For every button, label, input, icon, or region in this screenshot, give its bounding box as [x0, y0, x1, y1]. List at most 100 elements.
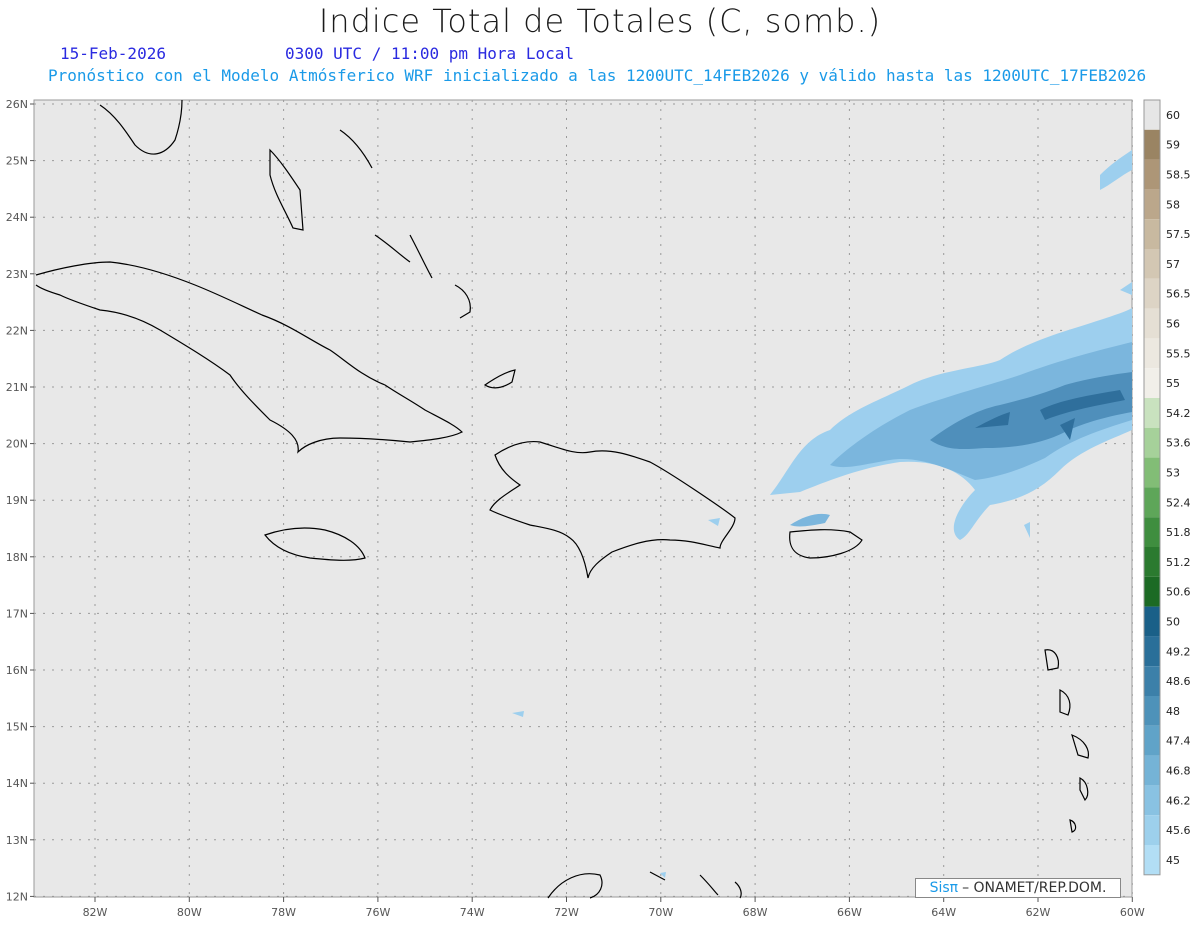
coast-antilles-2 [1059, 689, 1071, 716]
colorbar-label: 49.2 [1166, 645, 1191, 658]
lon-label: 64W [931, 906, 956, 919]
colorbar-swatch [1144, 159, 1160, 190]
index-shading [512, 150, 1132, 878]
lon-label: 72W [554, 906, 579, 919]
credit-text: – ONAMET/REP.DOM. [962, 880, 1107, 896]
colorbar-label: 56 [1166, 318, 1180, 331]
colorbar-frame [1143, 99, 1161, 876]
map-background [33, 99, 1133, 898]
coast-florida [99, 99, 183, 155]
colorbar-label: 50.6 [1166, 586, 1191, 599]
colorbar-label: 48.6 [1166, 675, 1191, 688]
colorbar-label: 45 [1166, 854, 1180, 867]
coast-bahamas-2 [339, 129, 373, 169]
lon-label: 74W [460, 906, 485, 919]
colorbar-label: 54.2 [1166, 407, 1191, 420]
coastlines [35, 99, 1090, 899]
colorbar-label: 59 [1166, 139, 1180, 152]
lat-label: 17N [6, 607, 28, 620]
lat-label: 26N [6, 98, 28, 111]
lon-label: 60W [1120, 906, 1145, 919]
colorbar-label: 58 [1166, 198, 1180, 211]
colorbar-swatch [1144, 487, 1160, 518]
colorbar-label: 51.2 [1166, 556, 1191, 569]
colorbar-swatch [1144, 427, 1160, 458]
lat-label: 25N [6, 155, 28, 168]
colorbar-swatch [1144, 755, 1160, 786]
colorbar-swatch [1144, 785, 1160, 816]
colorbar-swatch [1144, 129, 1160, 160]
colorbar: 60 59 58.5 58 57.5 57 56.5 56 55.5 55 54.2 53.6 53 52… [1143, 99, 1191, 876]
colorbar-label: 46.2 [1166, 794, 1191, 807]
colorbar-label: 53.6 [1166, 437, 1191, 450]
shade-right-edge [1120, 282, 1132, 295]
lon-label: 78W [271, 906, 296, 919]
lon-label: 66W [837, 906, 862, 919]
forecast-date: 15-Feb-2026 [60, 44, 166, 63]
lon-label: 62W [1026, 906, 1051, 919]
shade-small-1 [708, 518, 720, 526]
colorbar-swatch [1144, 696, 1160, 726]
lat-label: 20N [6, 438, 28, 451]
credit-brand: Sisπ [929, 880, 959, 896]
colorbar-swatch [1144, 517, 1160, 547]
coast-turks [483, 369, 516, 389]
lon-label: 76W [365, 906, 390, 919]
colorbar-label: 46.8 [1166, 765, 1191, 778]
coast-bahamas-1 [269, 148, 304, 231]
colorbar-label: 48 [1166, 705, 1180, 718]
lat-label: 16N [6, 664, 28, 677]
colorbar-label: 58.5 [1166, 169, 1191, 182]
colorbar-swatch [1144, 845, 1160, 875]
coast-bahamas-3 [374, 234, 411, 263]
coast-antilles-1 [1044, 649, 1060, 671]
shade-small-4 [660, 872, 666, 878]
colorbar-label: 57.5 [1166, 228, 1191, 241]
colorbar-label: 52.4 [1166, 496, 1191, 509]
lon-label: 68W [743, 906, 768, 919]
colorbar-swatch [1144, 100, 1160, 130]
colorbar-label: 56.5 [1166, 288, 1191, 301]
shade-core-2 [975, 390, 1125, 440]
forecast-time: 0300 UTC / 11:00 pm Hora Local [285, 44, 574, 63]
lat-label: 24N [6, 211, 28, 224]
colorbar-swatch [1144, 249, 1160, 279]
colorbar-swatch [1144, 666, 1160, 696]
colorbar-swatch [1144, 576, 1160, 607]
shade-small-3 [512, 711, 524, 717]
colorbar-label: 45.6 [1166, 824, 1191, 837]
lat-label: 22N [6, 324, 28, 337]
colorbar-swatch [1144, 189, 1160, 220]
colorbar-label: 55 [1166, 377, 1180, 390]
colorbar-label: 55.5 [1166, 347, 1191, 360]
colorbar-label: 60 [1166, 109, 1180, 122]
colorbar-label: 51.8 [1166, 526, 1191, 539]
map-gridlines [34, 100, 1133, 897]
lon-label: 82W [83, 906, 108, 919]
lat-label: 19N [6, 494, 28, 507]
shade-puerto-rico [790, 513, 830, 527]
colorbar-swatch [1144, 219, 1160, 249]
colorbar-swatch [1144, 606, 1160, 637]
lat-label: 12N [6, 890, 28, 903]
colorbar-label: 47.4 [1166, 735, 1191, 748]
coast-puerto-rico [789, 529, 863, 559]
forecast-description: Pronóstico con el Modelo Atmósferico WRF… [48, 66, 1147, 85]
colorbar-swatch [1144, 368, 1160, 398]
coast-bahamas-4 [409, 234, 433, 279]
colorbar-swatch [1144, 338, 1160, 369]
lon-label: 80W [177, 906, 202, 919]
shade-small-2 [1024, 522, 1030, 538]
coast-antilles-4 [1079, 777, 1089, 802]
colorbar-swatch [1144, 457, 1160, 488]
colorbar-swatch [1144, 815, 1160, 845]
colorbar-label: 57 [1166, 258, 1180, 271]
coast-antilles-3 [1071, 734, 1090, 759]
shade-upper-right [1100, 150, 1132, 190]
lat-label: 23N [6, 268, 28, 281]
coast-bahamas-5 [454, 284, 471, 319]
coast-south-america [547, 871, 742, 899]
colorbar-label: 53 [1166, 467, 1180, 480]
colorbar-label: 50 [1166, 616, 1180, 629]
